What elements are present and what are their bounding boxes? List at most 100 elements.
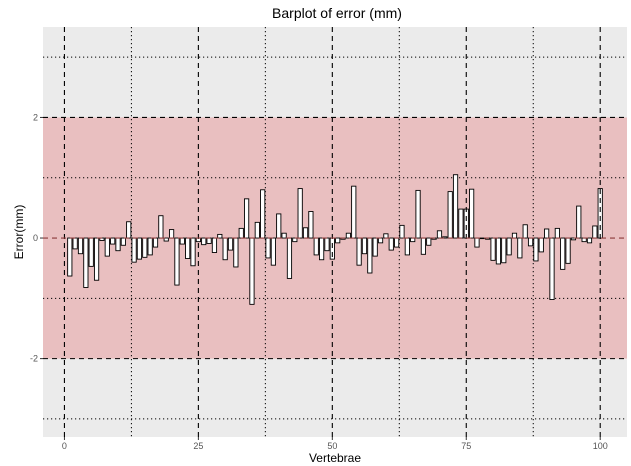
bar [511, 232, 518, 239]
grid-lines [43, 27, 627, 437]
bar [270, 237, 276, 266]
bar [211, 237, 218, 253]
x-axis: 0 25 50 75 100 [62, 437, 608, 451]
bar [276, 213, 282, 239]
bar [265, 237, 271, 259]
bar [469, 188, 475, 239]
x-axis-label: Vertebrae [309, 451, 361, 465]
bar [115, 237, 121, 252]
bar [131, 237, 137, 263]
bar [436, 230, 443, 239]
bar [544, 228, 550, 239]
bar [126, 221, 132, 239]
bar [447, 191, 453, 239]
bar [120, 237, 126, 246]
bar [442, 236, 448, 239]
bar [597, 188, 603, 239]
bar [538, 237, 544, 253]
bar [88, 237, 94, 267]
bar [351, 185, 357, 239]
bar [458, 208, 464, 239]
y-axis-label: Error(mm) [12, 205, 26, 260]
x-tick-label: 0 [62, 441, 67, 451]
bar [474, 237, 480, 248]
bar [217, 233, 223, 239]
y-tick-label: 0 [33, 233, 38, 243]
bar [222, 237, 228, 261]
bar [345, 232, 351, 239]
y-tick-label: -2 [30, 354, 38, 364]
bar [254, 221, 260, 239]
bar [356, 237, 362, 266]
bar [104, 237, 110, 257]
bar [527, 237, 534, 247]
bar [420, 237, 426, 255]
bar [372, 237, 378, 257]
bar [302, 227, 309, 239]
bar [147, 237, 153, 256]
bar [335, 237, 341, 244]
bar [560, 237, 566, 270]
bar [319, 237, 325, 261]
bar [361, 237, 368, 255]
bar [174, 237, 180, 286]
x-tick-label: 75 [461, 441, 471, 451]
bar [142, 237, 148, 258]
bar [201, 237, 207, 246]
bar [565, 237, 571, 264]
bar [383, 233, 389, 239]
bar [93, 237, 100, 281]
bar [404, 237, 410, 256]
bar [517, 237, 523, 259]
bar [533, 237, 539, 262]
bar [72, 237, 78, 250]
bar [377, 237, 384, 244]
bar [185, 237, 191, 259]
bar [244, 198, 250, 239]
bar [238, 227, 244, 239]
bar [313, 237, 319, 256]
bar [168, 229, 175, 239]
bar [490, 237, 496, 261]
bar [233, 237, 239, 268]
bar [308, 211, 314, 239]
bar [452, 174, 459, 239]
bar [281, 232, 287, 239]
bar [586, 237, 593, 244]
bar [463, 208, 469, 239]
y-tick-label: 2 [33, 112, 38, 122]
bar [570, 237, 577, 241]
bar [136, 237, 143, 260]
bar [576, 205, 582, 239]
bar [495, 237, 502, 265]
bar [110, 237, 116, 245]
bar [190, 237, 196, 267]
y-axis: -2 0 2 [30, 112, 43, 364]
bar [158, 215, 164, 239]
bar [388, 237, 394, 251]
bar [592, 225, 598, 239]
bar [479, 237, 485, 240]
reference-lines [43, 27, 627, 437]
bar [415, 189, 421, 239]
bar [163, 237, 169, 242]
bar [206, 237, 212, 244]
bar [292, 237, 298, 243]
bar [549, 237, 555, 300]
x-tick-label: 100 [593, 441, 608, 451]
bar [152, 237, 159, 248]
bar [286, 237, 293, 279]
chart-title: Barplot of error (mm) [272, 5, 402, 21]
bar [522, 224, 528, 239]
bar [394, 237, 400, 248]
x-tick-label: 50 [327, 441, 337, 451]
bar [260, 189, 266, 239]
bar [399, 224, 405, 239]
bar [554, 227, 560, 239]
x-tick-label: 25 [193, 441, 203, 451]
bar [367, 237, 373, 274]
bar [501, 237, 507, 264]
bar [83, 237, 89, 288]
bar [179, 237, 185, 245]
